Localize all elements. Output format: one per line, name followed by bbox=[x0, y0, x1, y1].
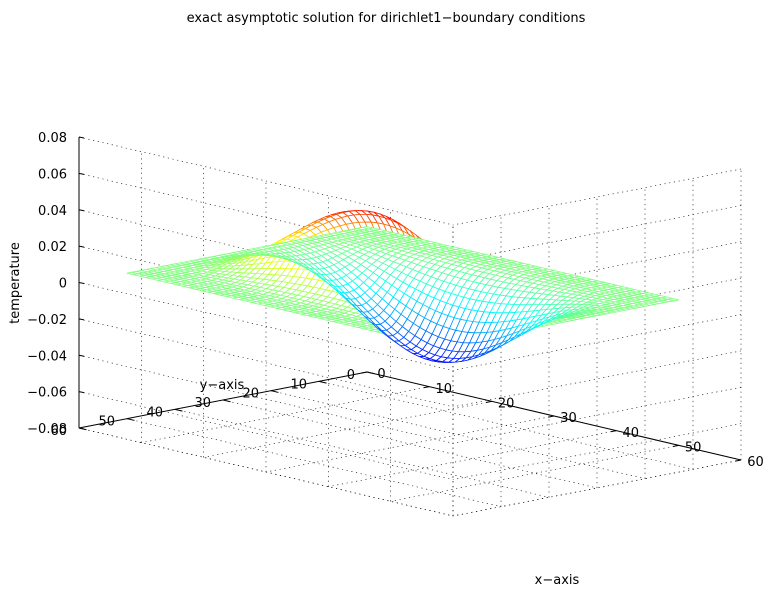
y-tick-label: 0 bbox=[347, 368, 355, 383]
y-tick-label: 20 bbox=[242, 387, 259, 402]
y-tick-mark bbox=[318, 380, 327, 384]
y-axis-label: y−axis bbox=[200, 378, 245, 393]
y-tick-mark bbox=[366, 371, 375, 375]
z-tick-label: −0.06 bbox=[27, 386, 67, 401]
x-tick-label: 0 bbox=[377, 367, 385, 382]
x-tick-mark bbox=[485, 400, 492, 403]
back-wall-grid-line bbox=[78, 136, 454, 226]
side-wall-grid-line bbox=[452, 314, 742, 371]
floor-grid-line bbox=[174, 409, 550, 498]
side-wall-grid-line bbox=[452, 205, 742, 262]
z-tick-mark bbox=[78, 136, 85, 139]
z-axis-label: temperature bbox=[8, 242, 23, 324]
floor-grid-line bbox=[141, 386, 430, 443]
z-tick-label: 0 bbox=[59, 277, 67, 292]
z-tick-label: −0.02 bbox=[27, 313, 67, 328]
y-tick-label: 10 bbox=[290, 377, 307, 392]
x-tick-label: 30 bbox=[560, 411, 577, 426]
x-tick-label: 10 bbox=[436, 382, 453, 397]
x-tick-mark bbox=[610, 430, 617, 433]
floor-grid-line bbox=[203, 401, 492, 458]
y-tick-mark bbox=[126, 418, 135, 421]
z-tick-mark bbox=[78, 245, 85, 248]
floor-grid-line bbox=[270, 390, 646, 479]
side-wall-grid-line bbox=[452, 386, 742, 444]
x-tick-mark bbox=[735, 459, 742, 462]
y-tick-mark bbox=[174, 408, 183, 412]
back-wall-grid-line bbox=[78, 354, 454, 444]
y-tick-mark bbox=[270, 390, 279, 393]
z-tick-label: 0.08 bbox=[38, 131, 67, 146]
floor-grid-line bbox=[318, 381, 694, 470]
axis-lines bbox=[78, 136, 742, 462]
x-tick-mark bbox=[548, 415, 555, 418]
z-tick-mark bbox=[78, 318, 85, 321]
z-tick-mark bbox=[78, 391, 85, 394]
z-tick-label: 0.06 bbox=[38, 167, 67, 182]
z-tick-label: −0.04 bbox=[27, 349, 67, 364]
side-wall-grid-line bbox=[452, 277, 742, 335]
x-axis-label: x−axis bbox=[535, 573, 580, 588]
x-tick-mark bbox=[361, 371, 368, 374]
side-wall-grid-line bbox=[452, 168, 742, 226]
z-tick-label: 0.04 bbox=[38, 204, 67, 219]
back-wall-grid-line bbox=[78, 173, 454, 262]
z-tick-mark bbox=[78, 209, 85, 212]
chart-title: exact asymptotic solution for dirichlet1… bbox=[187, 11, 586, 26]
y-tick-label: 40 bbox=[146, 405, 163, 420]
y-tick-label: 30 bbox=[194, 396, 211, 411]
floor-grid-line bbox=[390, 445, 679, 502]
back-wall-grid-line bbox=[78, 318, 454, 408]
z-tick-mark bbox=[78, 282, 85, 284]
side-wall-grid-line bbox=[452, 241, 742, 299]
x-tick-label: 50 bbox=[685, 441, 702, 456]
side-wall-grid-line bbox=[452, 423, 742, 480]
z-tick-label: −0.08 bbox=[27, 422, 67, 437]
x-tick-label: 60 bbox=[747, 455, 764, 470]
floor-grid-line bbox=[222, 399, 598, 489]
y-tick-label: 60 bbox=[50, 424, 67, 439]
side-wall-grid-line bbox=[452, 459, 742, 517]
z-tick-mark bbox=[78, 427, 85, 430]
x-tick-mark bbox=[672, 444, 679, 447]
surface-mesh bbox=[126, 210, 680, 363]
tick-labels: 01020304050600102030405060−0.08−0.06−0.0… bbox=[27, 131, 764, 470]
side-wall-grid-line bbox=[452, 350, 742, 408]
back-wall-grid-line bbox=[78, 282, 454, 371]
floor-grid-line bbox=[328, 430, 617, 487]
y-tick-mark bbox=[222, 399, 231, 403]
floor-grid-line bbox=[126, 418, 502, 507]
z-tick-mark bbox=[78, 172, 85, 175]
z-tick-label: 0.02 bbox=[38, 240, 67, 255]
back-grid-lines bbox=[78, 136, 742, 517]
back-wall-grid-line bbox=[78, 391, 454, 480]
x-tick-label: 40 bbox=[623, 426, 640, 441]
y-tick-label: 50 bbox=[98, 415, 115, 430]
x-tick-mark bbox=[423, 386, 430, 389]
x-tick-label: 20 bbox=[498, 397, 515, 412]
back-wall-grid-line bbox=[78, 427, 454, 517]
z-tick-mark bbox=[78, 354, 85, 357]
surface-mesh-cell bbox=[361, 226, 374, 230]
